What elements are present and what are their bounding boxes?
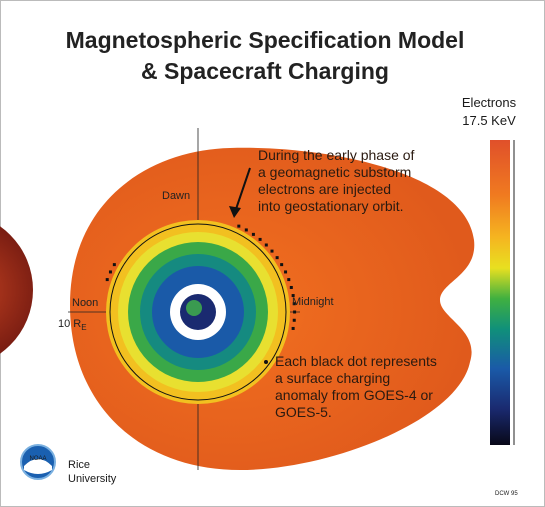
- institution: Rice: [68, 459, 90, 471]
- anomaly-dot: [292, 318, 296, 322]
- arrow: [234, 167, 251, 213]
- anomaly-dot: [105, 278, 109, 282]
- anomaly-dot: [258, 237, 262, 241]
- title-line: Magnetospheric Specification Model: [66, 27, 465, 53]
- anomaly-dot: [293, 310, 297, 314]
- title-line: & Spacecraft Charging: [141, 58, 389, 84]
- anomaly-dot: [291, 294, 295, 298]
- geostationary-orbit: [109, 223, 287, 401]
- anomaly-dot: [270, 249, 274, 253]
- anomaly-dots: [105, 224, 297, 330]
- anomaly-dot: [244, 228, 248, 232]
- scale-subscript: E: [81, 323, 86, 332]
- noaa-bird: [24, 459, 52, 474]
- anomaly-dot: [251, 232, 255, 236]
- colorbar-label: 17.5 KeV: [462, 113, 516, 128]
- annotation: a surface charging: [275, 370, 390, 386]
- anomaly-dot: [237, 224, 241, 228]
- noaa-text: NOAA: [29, 456, 46, 462]
- annotation: GOES-5.: [275, 404, 332, 420]
- colorbar-label: Electrons: [462, 95, 517, 110]
- annotation: Each black dot represents: [275, 353, 437, 369]
- annotation: anomaly from GOES-4 or: [275, 387, 433, 403]
- anomaly-dot: [264, 243, 268, 247]
- anomaly-dot: [287, 278, 291, 282]
- sun: [0, 226, 33, 354]
- colorbar: [490, 140, 510, 445]
- annotation: electrons are injected: [258, 181, 391, 197]
- bullet: [264, 360, 268, 364]
- anomaly-dot: [112, 263, 116, 267]
- scale-text: 10 R: [58, 318, 81, 330]
- label-dawn: Dawn: [162, 190, 190, 202]
- anomaly-dot: [280, 263, 284, 267]
- label-midnight: Midnight: [292, 296, 334, 308]
- anomaly-dot: [108, 270, 112, 274]
- anomaly-dot: [291, 326, 295, 330]
- anomaly-dot: [275, 256, 279, 260]
- anomaly-dot: [289, 285, 293, 289]
- label-noon: Noon: [72, 297, 98, 309]
- annotation: a geomagnetic substorm: [258, 164, 411, 180]
- label-scale: 10 RE: [58, 318, 87, 332]
- anomaly-dot: [284, 270, 288, 274]
- annotation: During the early phase of: [258, 147, 415, 163]
- signature: DCW 95: [495, 491, 518, 497]
- institution: University: [68, 473, 117, 485]
- earth-land: [186, 300, 202, 316]
- anomaly-dot: [292, 302, 296, 306]
- annotation: into geostationary orbit.: [258, 198, 404, 214]
- arrow-head: [229, 206, 241, 218]
